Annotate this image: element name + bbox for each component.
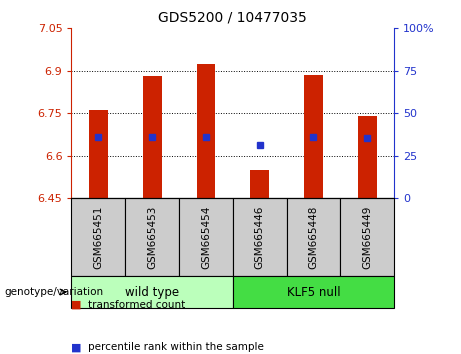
Bar: [358, 116, 377, 198]
Text: GSM665454: GSM665454: [201, 205, 211, 269]
Text: GSM665451: GSM665451: [93, 205, 103, 269]
Bar: [233, 276, 394, 308]
Text: GSM665448: GSM665448: [308, 205, 319, 269]
Bar: [250, 171, 269, 198]
Bar: [233, 198, 287, 276]
Text: percentile rank within the sample: percentile rank within the sample: [88, 342, 264, 352]
Text: wild type: wild type: [125, 286, 179, 298]
Text: GSM665446: GSM665446: [254, 205, 265, 269]
Text: ■: ■: [71, 342, 82, 352]
Bar: [287, 198, 340, 276]
Bar: [196, 64, 215, 198]
Bar: [179, 198, 233, 276]
Text: KLF5 null: KLF5 null: [287, 286, 340, 298]
Bar: [125, 198, 179, 276]
Title: GDS5200 / 10477035: GDS5200 / 10477035: [159, 10, 307, 24]
Text: ■: ■: [71, 300, 82, 310]
Bar: [89, 110, 108, 198]
Text: transformed count: transformed count: [88, 300, 185, 310]
Text: GSM665449: GSM665449: [362, 205, 372, 269]
Bar: [71, 198, 125, 276]
Text: genotype/variation: genotype/variation: [5, 287, 104, 297]
Bar: [340, 198, 394, 276]
Bar: [304, 75, 323, 198]
Bar: [71, 276, 233, 308]
Text: GSM665453: GSM665453: [147, 205, 157, 269]
Bar: [143, 76, 161, 198]
